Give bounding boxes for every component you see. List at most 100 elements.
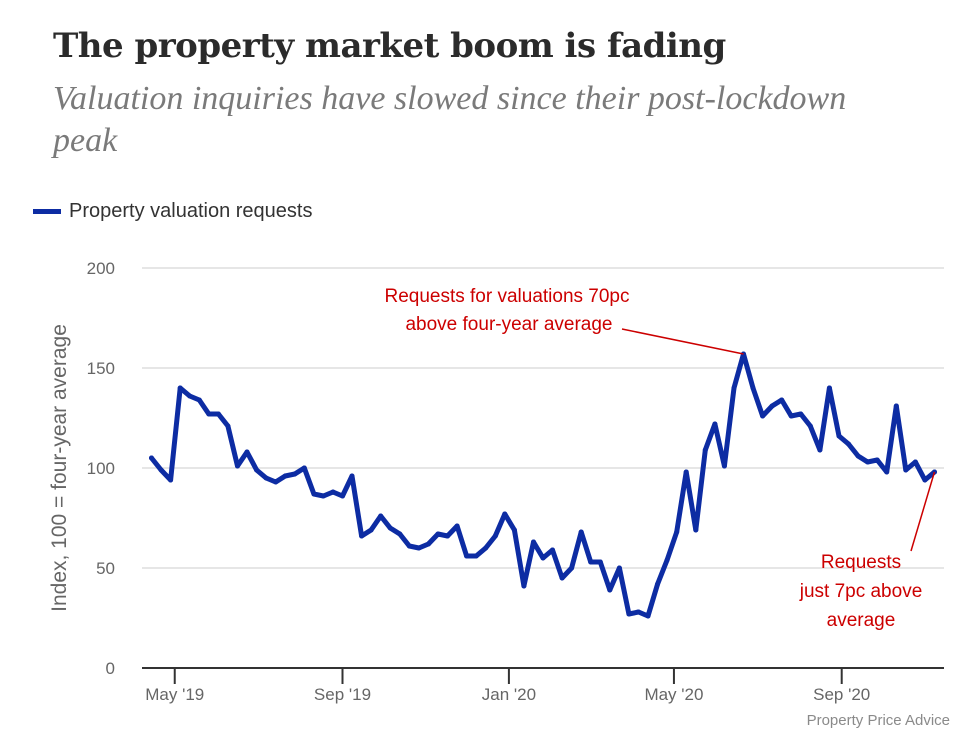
data-point (903, 467, 909, 473)
data-point (464, 553, 470, 559)
data-point (206, 411, 212, 417)
data-point (712, 421, 718, 427)
data-point (254, 467, 260, 473)
legend: Property valuation requests (33, 198, 312, 224)
data-point (569, 565, 575, 571)
data-point (664, 557, 670, 563)
data-point (855, 453, 861, 459)
data-point (445, 533, 450, 539)
data-point (683, 469, 689, 475)
annotation-peak-leader (621, 328, 744, 355)
data-point (387, 525, 393, 531)
data-point (769, 403, 775, 409)
data-point (655, 581, 661, 587)
data-point (836, 433, 842, 439)
data-point (301, 465, 307, 471)
data-point (721, 463, 727, 469)
data-point (636, 609, 641, 615)
data-point (626, 611, 632, 617)
data-point (502, 511, 508, 517)
annotation-latest-line: just 7pc above (799, 581, 923, 602)
data-point (559, 575, 565, 581)
data-point (263, 475, 269, 481)
data-point (378, 513, 384, 519)
source-credit: Property Price Advice (806, 712, 950, 729)
data-point (922, 477, 928, 483)
data-point (826, 385, 832, 391)
data-point (540, 555, 546, 561)
data-point (292, 471, 298, 477)
data-point (693, 527, 699, 533)
data-point (273, 479, 279, 485)
x-axis: May '19 Sep '19 Jan '20 May '20 Sep '20 (142, 667, 944, 704)
y-axis-title: Index, 100 = four-year average (48, 324, 71, 612)
data-point (435, 531, 441, 537)
data-point (846, 441, 851, 447)
data-point (215, 411, 221, 417)
data-point (912, 459, 918, 465)
data-point (397, 531, 403, 537)
y-tick-labels: 0 50 100 150 200 (87, 259, 115, 678)
data-point (368, 527, 374, 533)
y-tick-label: 200 (87, 259, 115, 278)
data-point (578, 529, 584, 535)
data-point (225, 423, 231, 429)
data-point (492, 533, 498, 539)
annotation-latest-line: Requests (821, 552, 901, 573)
data-point (760, 413, 766, 419)
y-tick-label: 50 (96, 559, 115, 578)
data-point (807, 423, 813, 429)
series-line (149, 351, 937, 619)
chart-subtitle: Valuation inquiries have slowed since th… (53, 80, 847, 159)
data-point (865, 459, 871, 465)
data-point (330, 489, 336, 495)
data-point (874, 457, 880, 463)
data-point (597, 559, 603, 565)
data-point (425, 541, 431, 547)
data-point (483, 545, 489, 551)
data-point (893, 403, 899, 409)
data-point (168, 477, 174, 483)
data-point (702, 447, 708, 453)
y-tick-label: 0 (106, 659, 115, 678)
data-point (416, 545, 422, 551)
gridlines (142, 267, 944, 569)
data-point (149, 455, 154, 461)
annotation-peak: Requests for valuations 70pc above four-y… (384, 286, 629, 335)
data-point (550, 547, 555, 553)
series-group (149, 351, 937, 619)
annotation-latest-line: average (827, 610, 896, 631)
data-point (406, 543, 412, 549)
data-point (531, 539, 536, 545)
data-point (158, 467, 164, 473)
x-tick-label: May '19 (145, 685, 204, 704)
x-tick-label: Sep '20 (813, 685, 870, 704)
y-tick-label: 150 (87, 359, 115, 378)
data-point (521, 583, 527, 589)
data-point (349, 473, 355, 479)
data-point (607, 587, 613, 593)
x-tick-label: Sep '19 (314, 685, 371, 704)
x-tick-label: May '20 (644, 685, 703, 704)
legend-label: Property valuation requests (69, 199, 313, 222)
data-point (359, 533, 365, 539)
y-tick-label: 100 (87, 459, 115, 478)
annotation-latest: Requests just 7pc above average (799, 552, 923, 631)
data-point (616, 565, 622, 571)
data-point (196, 397, 202, 403)
annotation-latest-leader (910, 471, 936, 552)
chart-title: The property market boom is fading (53, 26, 726, 66)
data-point (311, 491, 317, 497)
data-point (884, 469, 890, 475)
x-tick-label: Jan '20 (482, 685, 536, 704)
annotation-peak-line: Requests for valuations 70pc (384, 286, 629, 307)
data-point (817, 447, 823, 453)
legend-swatch (33, 208, 61, 214)
data-point (235, 463, 240, 469)
data-point (320, 493, 326, 499)
data-point (588, 559, 594, 565)
data-point (473, 553, 479, 559)
data-point (932, 469, 937, 475)
data-point (788, 413, 794, 419)
